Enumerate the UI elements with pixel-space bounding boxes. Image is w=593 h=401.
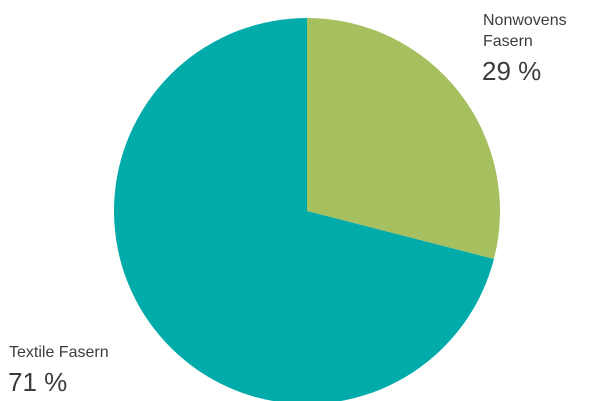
slice-name-nonwovens-line2: Fasern <box>483 33 533 50</box>
slice-label-textile: Textile Fasern 71 % <box>8 344 109 397</box>
pie-slices <box>114 18 501 401</box>
slice-value-nonwovens: 29 % <box>482 56 541 86</box>
slice-label-nonwovens: Nonwovens Fasern 29 % <box>482 12 567 86</box>
slice-name-textile: Textile Fasern <box>9 344 109 361</box>
slice-value-textile: 71 % <box>8 367 67 397</box>
pie-slice-nonwovens <box>307 18 501 259</box>
pie-slice-textile <box>114 18 494 401</box>
slice-name-nonwovens-line1: Nonwovens <box>483 12 567 29</box>
